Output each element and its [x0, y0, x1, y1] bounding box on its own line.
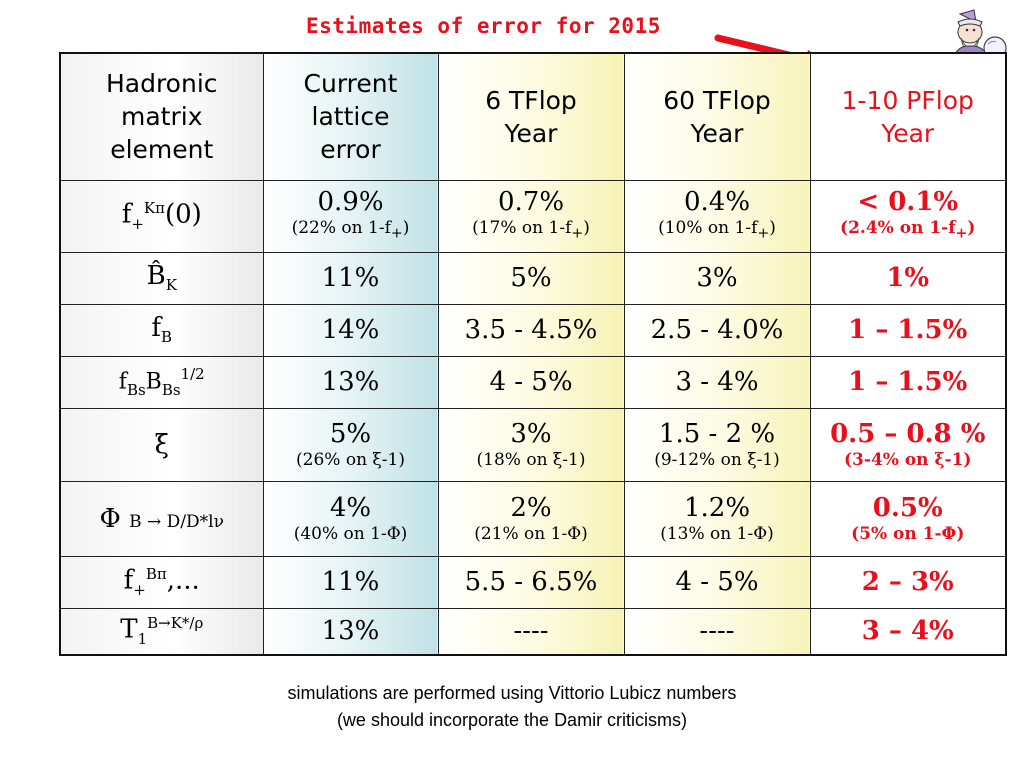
cell-6-tflop: 3% (18% on ξ-1)	[437, 407, 625, 482]
table-row: B̂K 11% 5% 3% 1%	[59, 251, 1007, 305]
cell-current-error: 0.9% (22% on 1-f+)	[262, 179, 439, 253]
table-row: f+Kπ(0) 0.9% (22% on 1-f+) 0.7% (17% on 1-…	[59, 179, 1007, 253]
element-t1: T1B→K*/ρ	[59, 607, 264, 656]
cell-60-tflop: 0.4% (10% on 1-f+)	[623, 179, 811, 253]
cell-pflop: < 0.1% (2.4% on 1-f+)	[809, 179, 1007, 253]
cell-60-tflop: ----	[623, 607, 811, 656]
slide-title: Estimates of error for 2015	[306, 14, 661, 38]
cell-pflop: 1%	[809, 251, 1007, 305]
cell-6-tflop: 0.7% (17% on 1-f+)	[437, 179, 625, 253]
table-row: f+Bπ,... 11% 5.5 - 6.5% 4 - 5% 2 – 3%	[59, 555, 1007, 609]
cell-current-error: 11%	[262, 251, 439, 305]
header-6-tflop-year: 6 TFlop Year	[437, 52, 625, 181]
element-b-hat-k: B̂K	[59, 251, 264, 305]
cell-60-tflop: 3 - 4%	[623, 355, 811, 409]
cell-current-error: 11%	[262, 555, 439, 609]
cell-60-tflop: 3%	[623, 251, 811, 305]
header-60-tflop-year: 60 TFlop Year	[623, 52, 811, 181]
header-current-lattice-error: Current lattice error	[262, 52, 439, 181]
cell-60-tflop: 1.5 - 2 % (9-12% on ξ-1)	[623, 407, 811, 482]
footnote-line-2: (we should incorporate the Damir critici…	[336, 710, 688, 730]
cell-6-tflop: 5.5 - 6.5%	[437, 555, 625, 609]
error-estimates-table: Hadronic matrix element Current lattice …	[59, 52, 1007, 656]
element-f-bs-b-bs: fBsBBs1/2	[59, 355, 264, 409]
cell-pflop: 1 – 1.5%	[809, 355, 1007, 409]
cell-pflop: 0.5 – 0.8 % (3-4% on ξ-1)	[809, 407, 1007, 482]
cell-6-tflop: 2% (21% on 1-Φ)	[437, 480, 625, 557]
cell-pflop: 2 – 3%	[809, 555, 1007, 609]
cell-current-error: 14%	[262, 303, 439, 357]
cell-6-tflop: 4 - 5%	[437, 355, 625, 409]
cell-current-error: 4% (40% on 1-Φ)	[262, 480, 439, 557]
cell-60-tflop: 2.5 - 4.0%	[623, 303, 811, 357]
table-row: fB 14% 3.5 - 4.5% 2.5 - 4.0% 1 – 1.5%	[59, 303, 1007, 357]
cell-current-error: 13%	[262, 607, 439, 656]
element-xi: ξ	[59, 407, 264, 482]
header-hadronic-matrix-element: Hadronic matrix element	[59, 52, 264, 181]
cell-6-tflop: ----	[437, 607, 625, 656]
cell-6-tflop: 5%	[437, 251, 625, 305]
cell-60-tflop: 1.2% (13% on 1-Φ)	[623, 480, 811, 557]
element-f-kpi-zero: f+Kπ(0)	[59, 179, 264, 253]
cell-6-tflop: 3.5 - 4.5%	[437, 303, 625, 357]
element-phi-b-to-d: Φ B → D/D*lν	[59, 480, 264, 557]
cell-pflop: 3 – 4%	[809, 607, 1007, 656]
element-f-b: fB	[59, 303, 264, 357]
cell-current-error: 13%	[262, 355, 439, 409]
header-1-10-pflop-year: 1-10 PFlop Year	[809, 52, 1007, 181]
header-row: Hadronic matrix element Current lattice …	[59, 52, 1007, 181]
table-row: T1B→K*/ρ 13% ---- ---- 3 – 4%	[59, 607, 1007, 656]
table-row: fBsBBs1/2 13% 4 - 5% 3 - 4% 1 – 1.5%	[59, 355, 1007, 409]
footnote-line-1: simulations are performed using Vittorio…	[287, 683, 737, 703]
cell-pflop: 1 – 1.5%	[809, 303, 1007, 357]
cell-60-tflop: 4 - 5%	[623, 555, 811, 609]
cell-pflop: 0.5% (5% on 1-Φ)	[809, 480, 1007, 557]
element-f-bpi: f+Bπ,...	[59, 555, 264, 609]
table-row: Φ B → D/D*lν 4% (40% on 1-Φ) 2% (21% on 1-…	[59, 480, 1007, 557]
cell-current-error: 5% (26% on ξ-1)	[262, 407, 439, 482]
table-row: ξ 5% (26% on ξ-1) 3% (18% on ξ-1) 1.5 - 2 …	[59, 407, 1007, 482]
